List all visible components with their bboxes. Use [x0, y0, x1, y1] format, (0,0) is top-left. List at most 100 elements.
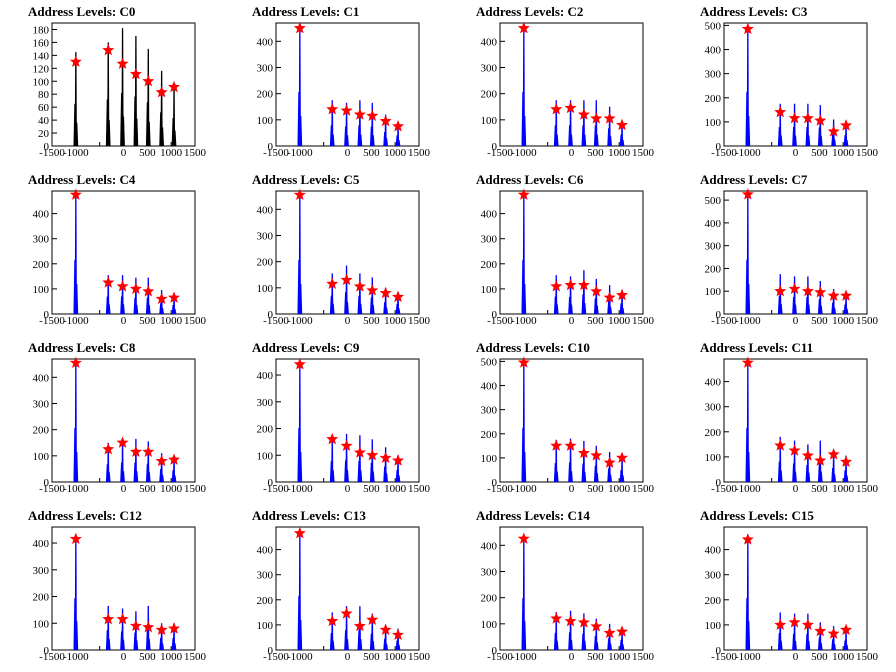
y-tick-label: 0	[492, 645, 498, 657]
y-tick-label: 400	[33, 372, 50, 384]
data-peak	[73, 361, 79, 483]
data-peak	[805, 444, 811, 483]
peak-marker	[827, 289, 840, 301]
y-tick-label: 300	[33, 398, 50, 410]
peak-marker	[366, 109, 379, 122]
peak-marker	[379, 286, 392, 299]
peak-marker	[340, 439, 353, 452]
y-tick-label: 500	[481, 356, 498, 368]
data-peak	[344, 265, 349, 315]
peak-marker	[326, 103, 339, 115]
y-tick-label: 100	[257, 283, 274, 295]
chart-panel-c12: Address Levels: C12 -1500 -1000 0 500 1000 150…	[0, 504, 224, 672]
peak-marker	[577, 446, 590, 459]
data-peak	[607, 451, 612, 483]
y-tick-label: 100	[481, 453, 498, 465]
peak-marker	[590, 112, 603, 124]
y-tick-label: 200	[257, 424, 274, 436]
chart-panel-c15: Address Levels: C15 -1500 -1000 0 500 1000 150…	[672, 504, 896, 672]
data-peak	[297, 25, 303, 147]
data-peak	[745, 361, 751, 483]
x-tick-label: 500	[139, 483, 156, 495]
chart-svg: -1500-1000 0 500 1000 1500 0 100 200 300 400 500	[481, 356, 655, 495]
y-tick-label: 200	[481, 429, 498, 441]
peak-marker	[366, 284, 379, 296]
x-tick-label: 500	[811, 651, 828, 663]
chart-title: Address Levels: C7	[700, 172, 808, 187]
chart-title: Address Levels: C9	[252, 340, 360, 355]
peak-marker	[801, 449, 814, 461]
chart-panel-c2: Address Levels: C2 -1500 -1000 0 500 1000 1500…	[448, 0, 672, 168]
chart-title: Address Levels: C13	[252, 508, 366, 523]
data-peak	[159, 623, 164, 651]
y-tick-label: 400	[33, 209, 50, 221]
x-tick-label: 1000	[832, 315, 855, 327]
chart-svg: -1500-1000 0 500 1000 1500 0 100 200 300 400 500	[705, 188, 879, 327]
chart-title: Address Levels: C15	[700, 508, 814, 523]
data-peak	[145, 277, 151, 315]
chart-panel-c8: Address Levels: C8 -1500 -1000 0 500 1000 1500…	[0, 336, 224, 504]
y-tick-label: 100	[33, 618, 50, 630]
x-tick-label: 1500	[408, 147, 431, 159]
y-tick-label: 0	[44, 141, 50, 153]
y-tick-label: 100	[33, 451, 50, 463]
data-peak	[369, 102, 375, 147]
peak-marker	[142, 620, 155, 633]
x-tick-label: 0	[569, 315, 575, 327]
peak-marker	[293, 21, 306, 34]
data-peak	[607, 106, 612, 147]
peak-marker	[340, 104, 353, 116]
data-peak	[581, 270, 587, 315]
y-tick-label: 100	[705, 117, 722, 129]
peak-marker	[116, 280, 129, 292]
y-tick-label: 400	[257, 36, 274, 48]
data-peak	[745, 193, 751, 315]
peak-marker	[155, 623, 168, 636]
peak-marker	[116, 612, 129, 625]
x-tick-label: 0	[121, 483, 127, 495]
chart-panel-c11: Address Levels: C11 -1500 -1000 0 500 1000 150…	[672, 336, 896, 504]
x-tick-label: 1000	[384, 315, 407, 327]
data-peak	[817, 104, 823, 147]
peak-marker	[616, 288, 629, 301]
peak-marker	[379, 451, 392, 464]
data-peak	[805, 276, 811, 315]
x-tick-label: 1000	[160, 315, 183, 327]
peak-marker	[590, 449, 603, 461]
data-peak	[607, 623, 612, 651]
peak-marker	[392, 120, 405, 132]
y-tick-label: 300	[257, 397, 274, 409]
data-peak	[369, 439, 375, 483]
peak-marker	[69, 55, 82, 67]
peak-marker	[326, 614, 339, 627]
x-tick-label: 0	[121, 147, 127, 159]
peak-marker	[69, 188, 82, 200]
x-tick-label: 1000	[160, 651, 183, 663]
peak-marker	[814, 286, 827, 298]
data-peak	[120, 608, 125, 651]
data-peak	[357, 435, 363, 483]
x-tick-label: -1000	[735, 147, 761, 159]
peak-marker	[801, 111, 814, 124]
x-tick-label: 1000	[384, 483, 407, 495]
y-tick-label: 200	[257, 257, 274, 269]
x-tick-label: 0	[345, 651, 351, 663]
data-peak	[329, 612, 335, 651]
x-tick-label: 1500	[184, 315, 207, 327]
data-peak	[159, 453, 164, 483]
data-peak	[777, 103, 783, 147]
data-peak	[817, 280, 823, 315]
peak-marker	[741, 356, 754, 368]
y-tick-label: 100	[481, 115, 498, 127]
data-peak	[817, 622, 823, 651]
peak-marker	[840, 455, 853, 468]
x-tick-label: -1000	[735, 483, 761, 495]
x-tick-label: 1000	[160, 147, 183, 159]
data-peak	[159, 70, 164, 147]
y-tick-label: 0	[716, 141, 722, 153]
data-peak	[344, 433, 349, 483]
data-peak	[593, 278, 599, 315]
y-tick-label: 100	[33, 76, 50, 88]
chart-title: Address Levels: C4	[28, 172, 136, 187]
